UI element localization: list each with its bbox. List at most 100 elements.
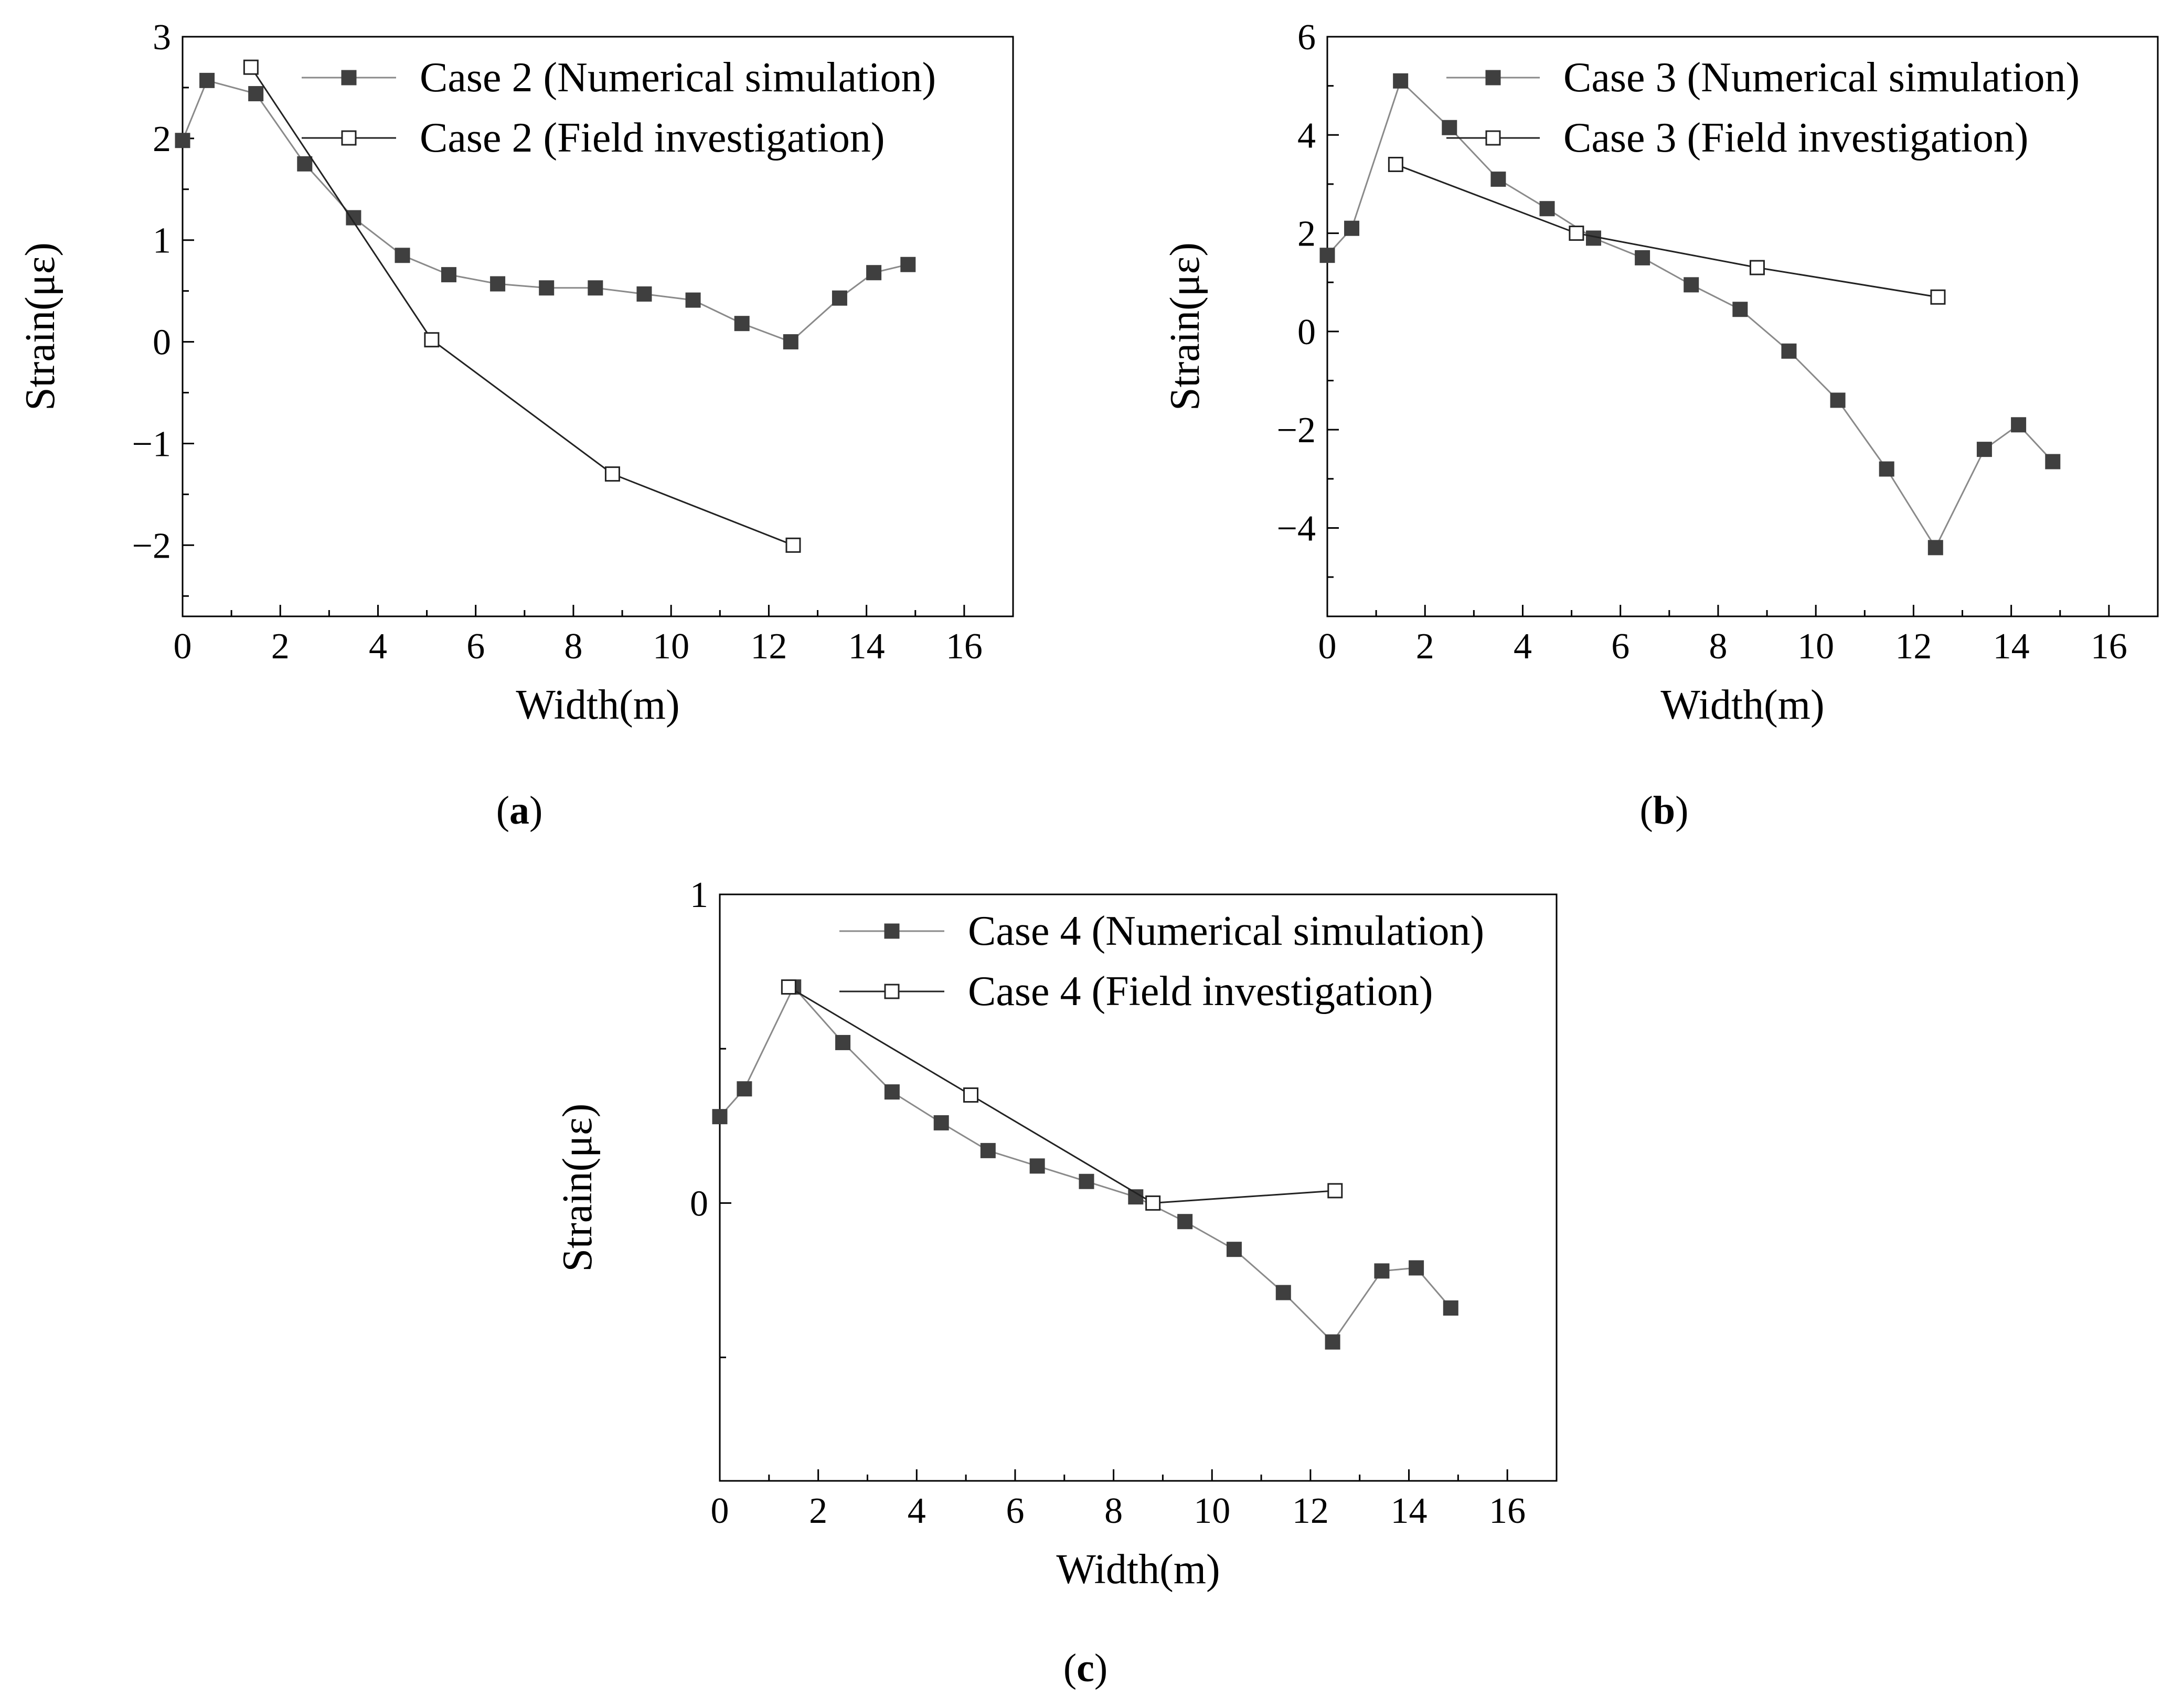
- chart-b-series-1-point: [1569, 226, 1584, 241]
- chart-b-series-0-point: [1319, 248, 1335, 263]
- chart-c-xtick-label: 16: [1489, 1491, 1526, 1531]
- chart-b-series-0-point: [1781, 343, 1797, 359]
- chart-a-ylabel: Strain(με): [17, 242, 63, 411]
- chart-c-xtick-label: 10: [1194, 1491, 1230, 1531]
- chart-b-ytick-label: 4: [1297, 115, 1316, 156]
- chart-a-series-0-point: [588, 280, 603, 296]
- chart-b-ylabel: Strain(με): [1162, 242, 1208, 411]
- chart-a-series-0-point: [539, 280, 555, 296]
- chart-a-series-0-point: [734, 316, 750, 332]
- chart-c-xlabel: Width(m): [1056, 1546, 1220, 1593]
- chart-b-xtick-label: 16: [2091, 626, 2127, 667]
- chart-b-xlabel: Width(m): [1660, 682, 1824, 728]
- chart-a-series-0-point: [441, 267, 456, 283]
- caption-b: (b): [1640, 788, 1689, 832]
- chart-b-series-0-point: [1879, 461, 1894, 477]
- chart-a-series-0-point: [490, 276, 506, 292]
- chart-a-xtick-label: 4: [369, 626, 387, 667]
- chart-c-series-1-point: [1327, 1183, 1343, 1199]
- chart-panel-c: (c) 0 2 4 6 8 10 12 14 16 0 1 Width(m) Strain(με) Cas…: [555, 875, 1558, 1690]
- chart-a-legend-marker-1: [341, 130, 357, 146]
- chart-b-legend-label-0: Case 3 (Numerical simulation): [1563, 55, 2080, 101]
- chart-b-xtick-label: 14: [1993, 626, 2030, 667]
- chart-a-xlabel: Width(m): [516, 682, 679, 728]
- chart-b-series-0-point: [1344, 220, 1360, 236]
- chart-c-ytick-label: 0: [690, 1183, 708, 1224]
- chart-c-frame: [719, 893, 1558, 1482]
- chart-b-series-0-point: [1635, 250, 1650, 265]
- chart-panel-b: (b) 0 2 4 6 8 10 12 14 16 −4 −2 0 2 4 6 Width(m) Strain(…: [1162, 17, 2159, 832]
- chart-a-ytick-label: 3: [153, 17, 171, 58]
- chart-b-series-0-point: [1927, 540, 1943, 556]
- chart-a-xtick-label: 2: [271, 626, 290, 667]
- chart-b-ytick-label: −2: [1277, 410, 1316, 451]
- chart-b-ytick-label: 0: [1297, 312, 1316, 353]
- chart-b-series-0-point: [1684, 277, 1699, 293]
- chart-b-series-1-line: [1395, 164, 1938, 298]
- chart-b-ytick-label: 2: [1297, 214, 1316, 254]
- chart-a-series-1-point: [604, 466, 620, 482]
- chart-c-ytick-label: 1: [690, 875, 708, 915]
- chart-b-series-0-point: [2045, 454, 2061, 469]
- chart-b-series-0-point: [1732, 302, 1748, 317]
- chart-b-series-0-point: [1539, 201, 1555, 217]
- caption-c: (c): [1063, 1646, 1107, 1690]
- chart-b-xtick-label: 2: [1416, 626, 1434, 667]
- chart-a-series-0-point: [900, 257, 916, 272]
- chart-a-xtick-label: 8: [564, 626, 582, 667]
- chart-a-xtick-label: 6: [466, 626, 485, 667]
- chart-c-series-0-point: [1275, 1285, 1291, 1300]
- chart-a-series-1-line: [250, 67, 794, 546]
- chart-c-series-0-point: [884, 1084, 900, 1100]
- chart-b-frame: [1326, 36, 2159, 617]
- chart-c-series-0-point: [712, 1109, 728, 1125]
- caption-letter-b: b: [1653, 788, 1675, 832]
- chart-a-xtick-label: 14: [848, 626, 885, 667]
- chart-b-xtick-label: 6: [1611, 626, 1629, 667]
- caption-a: (a): [496, 788, 543, 832]
- chart-a-legend-marker-0: [341, 70, 357, 86]
- chart-c-ylabel: Strain(με): [555, 1104, 601, 1272]
- chart-b-ytick-label: 6: [1297, 17, 1316, 58]
- chart-c-legend-label-1: Case 4 (Field investigation): [968, 968, 1433, 1015]
- chart-c-series-0-point: [980, 1143, 996, 1158]
- chart-b-series-0-point: [1442, 120, 1457, 135]
- chart-c-series-0-point: [1374, 1263, 1390, 1279]
- chart-c-series-1-line: [788, 986, 1335, 1204]
- chart-a-series-0-point: [636, 286, 652, 302]
- chart-a-series-0-point: [248, 86, 264, 102]
- chart-b-series-0-point: [1830, 392, 1846, 408]
- chart-a-ytick-label: 0: [153, 323, 171, 363]
- chart-a-series-0-point: [866, 265, 882, 281]
- chart-b-xtick-label: 10: [1797, 626, 1834, 667]
- chart-c-series-0-point: [933, 1115, 949, 1130]
- chart-b-legend-marker-1: [1485, 130, 1501, 146]
- chart-a-legend-label-1: Case 2 (Field investigation): [420, 115, 885, 161]
- chart-c-legend-marker-0: [884, 923, 900, 939]
- chart-b-xtick-label: 4: [1514, 626, 1532, 667]
- chart-b-legend-label-1: Case 3 (Field investigation): [1563, 115, 2029, 161]
- chart-b-ytick-label: −4: [1277, 508, 1316, 549]
- chart-c-series-0-point: [1443, 1300, 1458, 1316]
- chart-a-ytick-label: 1: [153, 221, 171, 261]
- chart-c-series-1-point: [1145, 1195, 1161, 1211]
- chart-c-xtick-label: 4: [908, 1491, 926, 1531]
- chart-a-series-0-point: [395, 248, 410, 263]
- caption-letter-c: c: [1077, 1646, 1094, 1690]
- chart-b-xtick-label: 12: [1895, 626, 1932, 667]
- chart-a-series-0-point: [199, 72, 215, 88]
- chart-c-series-0-point: [1079, 1173, 1094, 1189]
- chart-a-xtick-label: 0: [174, 626, 192, 667]
- chart-a-xtick-label: 10: [653, 626, 689, 667]
- chart-b-xtick-label: 8: [1709, 626, 1727, 667]
- chart-c-legend-marker-1: [884, 984, 900, 999]
- chart-b-series-0-point: [1976, 442, 1992, 457]
- chart-a-series-0-point: [783, 334, 798, 350]
- chart-a-ytick-label: −2: [132, 526, 171, 566]
- chart-a-series-1-point: [785, 537, 801, 553]
- chart-c-series-0-point: [835, 1034, 851, 1050]
- chart-b-series-0-point: [2011, 417, 2027, 433]
- chart-a-series-0-point: [297, 156, 313, 172]
- chart-c-series-0-point: [1409, 1260, 1424, 1276]
